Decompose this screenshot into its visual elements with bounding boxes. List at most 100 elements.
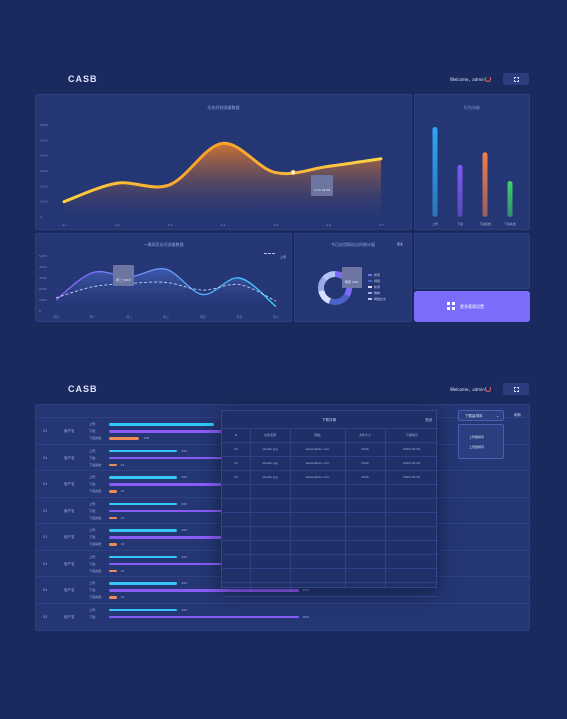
modal-cell: shuaki.jpg — [262, 447, 278, 451]
grid-icon — [447, 302, 455, 310]
chart-tooltip: 网页 34% — [342, 267, 362, 288]
app-visit-panel: 今日应用网站访问统计量 更多 网页 34% 搜索 视频 新闻 购物 网络社交 — [294, 233, 412, 322]
legend-item: 视频 — [368, 278, 386, 284]
row-username: 用户名 — [64, 429, 75, 434]
power-icon[interactable] — [485, 386, 491, 392]
bar — [457, 164, 463, 217]
fail-bar — [109, 437, 140, 440]
x-tick-label: 周日 — [53, 314, 59, 319]
data-point — [290, 169, 296, 176]
x-tick-label: 周五 — [236, 314, 242, 319]
row-username: 用户名 — [64, 508, 75, 513]
y-tick-label: 1000 — [39, 298, 47, 302]
x-tick-label: 4.2 — [115, 223, 120, 227]
legend-label: 网络社交 — [374, 297, 387, 301]
up-value: 200 — [181, 475, 188, 479]
row-id: 01 — [43, 455, 48, 460]
chart-legend: 上传 — [264, 243, 286, 262]
legend-item: 新闻 — [368, 284, 386, 290]
series-line — [62, 141, 383, 204]
more-settings-button[interactable]: 更多管理设置 — [414, 291, 530, 322]
column-divider — [345, 428, 346, 589]
download-bar — [109, 589, 299, 592]
up-label: 上传： — [89, 422, 99, 426]
down-label: 下载： — [89, 482, 99, 486]
upload-bar — [109, 555, 178, 559]
y-tick-label: 0 — [39, 309, 41, 313]
x-tick-label: 4.3 — [168, 223, 173, 227]
fail-value: 12 — [120, 462, 125, 467]
row-divider — [222, 554, 438, 555]
y-tick-label: 0 — [40, 215, 42, 219]
bar-label: 上传 — [432, 221, 438, 226]
bar-label: 下载拒绝 — [479, 221, 491, 226]
settings-label: 更多管理设置 — [460, 304, 484, 309]
fullscreen-button[interactable] — [503, 73, 529, 85]
download-detail-modal: 下载详情 关闭 # 文件名称 网站 文件大小 下载时间 01 shuaki.jpg www.b… — [221, 410, 438, 597]
bar — [482, 152, 488, 217]
modal-cell: www.baidu.com — [305, 475, 330, 479]
fullscreen-icon — [514, 387, 516, 389]
row-id: 01 — [43, 508, 48, 513]
fail-value: 12 — [120, 595, 125, 599]
fullscreen-button[interactable] — [503, 383, 529, 395]
modal-close-button[interactable]: 关闭 — [425, 418, 432, 422]
modal-cell: www.baidu.com — [305, 447, 330, 451]
sort-select[interactable]: 下载量排序 ⌄ — [458, 410, 504, 421]
legend-swatch — [368, 286, 372, 288]
up-label: 上传： — [89, 501, 99, 506]
bar — [432, 127, 438, 217]
y-tick-label: 6000 — [40, 123, 48, 127]
pie-slice — [318, 289, 332, 304]
fail-value: 12 — [120, 542, 125, 546]
sort-option[interactable]: 上传量排序 — [469, 445, 485, 449]
series-line — [55, 281, 277, 302]
legend-swatch — [368, 280, 372, 282]
welcome-text: Welcome，admin — [450, 77, 485, 82]
y-tick-label: 3000 — [40, 169, 48, 173]
table-row[interactable]: 02 用户名 上传： 200 下载： 600 — [36, 602, 531, 630]
row-username: 用户名 — [64, 455, 75, 460]
fail-bar — [109, 569, 117, 573]
y-tick-label: 1000 — [40, 200, 48, 204]
row-username: 用户名 — [64, 561, 75, 566]
chart-title: 一周网页访问流量数据 — [143, 242, 184, 247]
bar-label: 下载 — [457, 221, 463, 226]
up-label: 上传： — [89, 448, 99, 453]
modal-cell: 21kb — [361, 461, 369, 465]
row-username: 用户名 — [64, 482, 75, 487]
fail-bar — [109, 490, 117, 493]
pie-slice — [318, 277, 327, 292]
down-label: 下载： — [89, 535, 99, 539]
row-id: 01 — [43, 561, 48, 566]
fail-value: 12 — [120, 515, 125, 520]
x-tick-label: 周一 — [90, 314, 96, 319]
chart-tooltip: 4.14 18:00 — [311, 175, 334, 196]
download-bar — [109, 562, 227, 566]
row-username: 用户名 — [64, 535, 75, 540]
area-fill — [56, 268, 276, 311]
reset-link[interactable]: 刷新 — [514, 413, 521, 417]
download-bar — [109, 536, 227, 539]
down-value: 600 — [303, 614, 309, 619]
more-link[interactable]: 更多 — [397, 242, 404, 246]
area-chart: 6000 5000 4000 3000 2000 1000 0 4.1 4.2 4.3 4.4 4.5… — [40, 123, 389, 227]
bar — [507, 181, 513, 217]
down-value: 600 — [303, 588, 309, 592]
row-username: 用户名 — [64, 588, 75, 593]
modal-cell: www.baidu.com — [305, 461, 330, 465]
row-username: 用户名 — [64, 614, 75, 619]
x-tick-label: 4.7 — [379, 223, 384, 227]
download-bar — [109, 456, 227, 460]
row-divider — [222, 526, 438, 527]
legend-swatch — [368, 298, 372, 300]
y-tick-label: 5000 — [39, 254, 47, 258]
modal-cell: shuaki.jpg — [262, 461, 278, 465]
fail-bar — [109, 543, 117, 546]
power-icon[interactable] — [485, 76, 491, 82]
row-divider — [222, 442, 438, 443]
fail-label: 下载失败： — [89, 436, 105, 440]
sort-option[interactable]: 上传量排序 — [469, 435, 485, 439]
row-divider — [222, 428, 438, 429]
row-divider — [222, 568, 438, 569]
